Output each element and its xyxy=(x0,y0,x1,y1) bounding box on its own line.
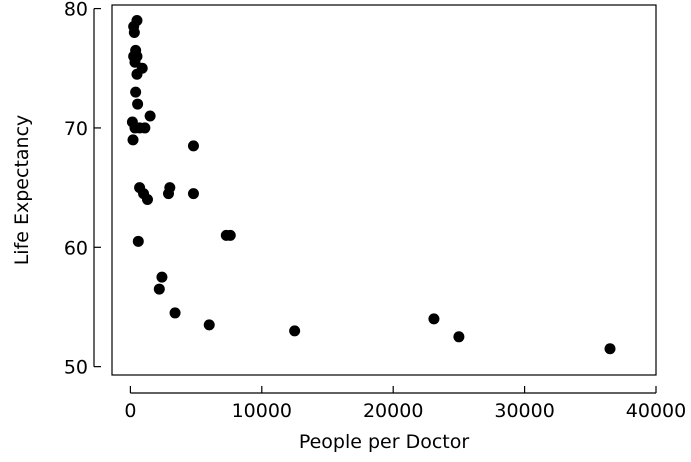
data-point xyxy=(129,56,141,68)
data-point xyxy=(289,325,301,337)
data-point xyxy=(428,313,440,325)
x-tick-label: 0 xyxy=(124,400,136,422)
x-tick-label: 10000 xyxy=(232,400,292,422)
data-point xyxy=(144,110,156,122)
data-point xyxy=(153,283,165,295)
data-point xyxy=(132,98,144,110)
data-point xyxy=(187,188,199,200)
data-point xyxy=(224,229,236,241)
x-tick-label: 40000 xyxy=(626,400,686,422)
plot-frame xyxy=(111,4,657,376)
x-axis-title: People per Doctor xyxy=(299,431,470,453)
data-point xyxy=(203,319,215,331)
y-tick-label: 60 xyxy=(64,237,88,259)
data-point xyxy=(127,134,139,146)
data-point xyxy=(132,235,144,247)
x-tick-label: 30000 xyxy=(494,400,554,422)
data-point xyxy=(130,86,142,98)
y-tick-label: 70 xyxy=(64,118,88,140)
x-axis: 0 10000 20000 30000 40000 xyxy=(124,386,686,422)
data-point xyxy=(604,343,616,355)
data-point xyxy=(169,307,181,319)
data-point xyxy=(187,140,199,152)
data-point xyxy=(163,188,175,200)
y-axis-title: Life Expectancy xyxy=(11,115,33,266)
y-tick-label: 50 xyxy=(64,357,88,379)
y-tick-label: 80 xyxy=(64,0,88,21)
y-axis: 50 60 70 80 xyxy=(64,0,101,379)
data-point xyxy=(131,68,143,80)
data-point xyxy=(141,194,153,206)
data-point xyxy=(156,271,168,283)
data-point xyxy=(139,122,151,134)
data-point xyxy=(128,26,140,38)
data-points xyxy=(126,15,616,355)
data-point xyxy=(453,331,465,343)
x-tick-label: 20000 xyxy=(363,400,423,422)
